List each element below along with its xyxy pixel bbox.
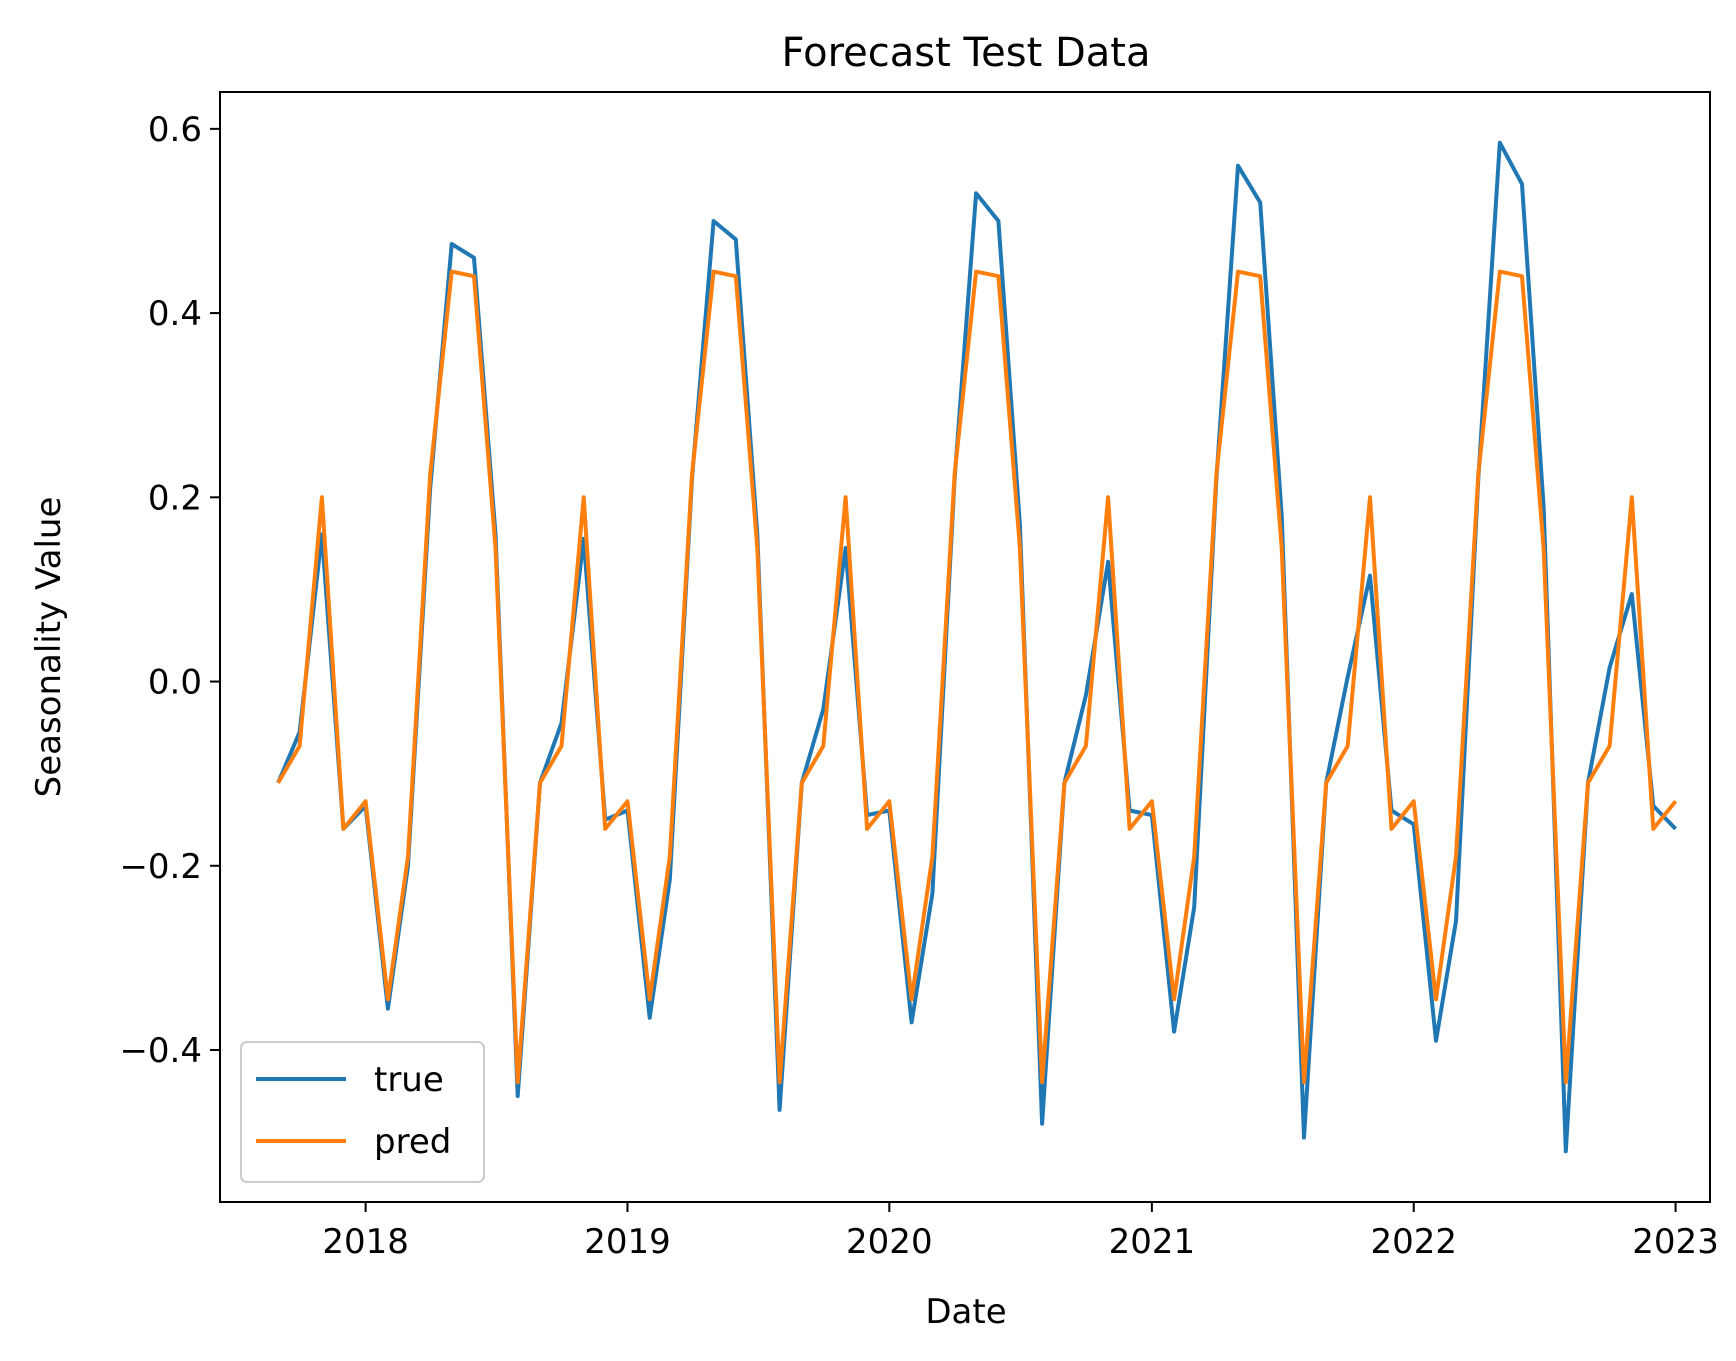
x-tick-label: 2020 [846,1222,933,1262]
y-tick-label: −0.2 [119,847,202,887]
x-tick-label: 2021 [1109,1222,1196,1262]
y-tick-label: 0.6 [148,110,202,150]
x-tick-label: 2019 [584,1222,671,1262]
y-axis-label: Seasonality Value [29,497,69,798]
plot-frame [219,91,1711,1203]
x-tick-label: 2022 [1370,1222,1457,1262]
x-tick-label: 2018 [322,1222,409,1262]
x-axis-label: Date [925,1292,1006,1332]
legend: true pred [240,1041,485,1183]
series-layer [276,140,1678,1154]
y-tick-label: 0.4 [148,294,202,334]
y-tick-label: 0.0 [148,663,202,703]
y-tick-label: 0.2 [148,478,202,518]
x-axis-ticks: 2018 2019 2020 2021 2022 2023 [322,1202,1719,1262]
legend-pred-label: pred [374,1122,451,1162]
series-line-pred [276,269,1678,1085]
legend-true-label: true [374,1060,444,1100]
y-tick-label: −0.4 [119,1031,202,1071]
chart-title: Forecast Test Data [782,30,1151,76]
x-tick-label: 2023 [1632,1222,1719,1262]
y-axis-ticks: 0.6 0.4 0.2 0.0 −0.2 −0.4 [119,110,220,1071]
